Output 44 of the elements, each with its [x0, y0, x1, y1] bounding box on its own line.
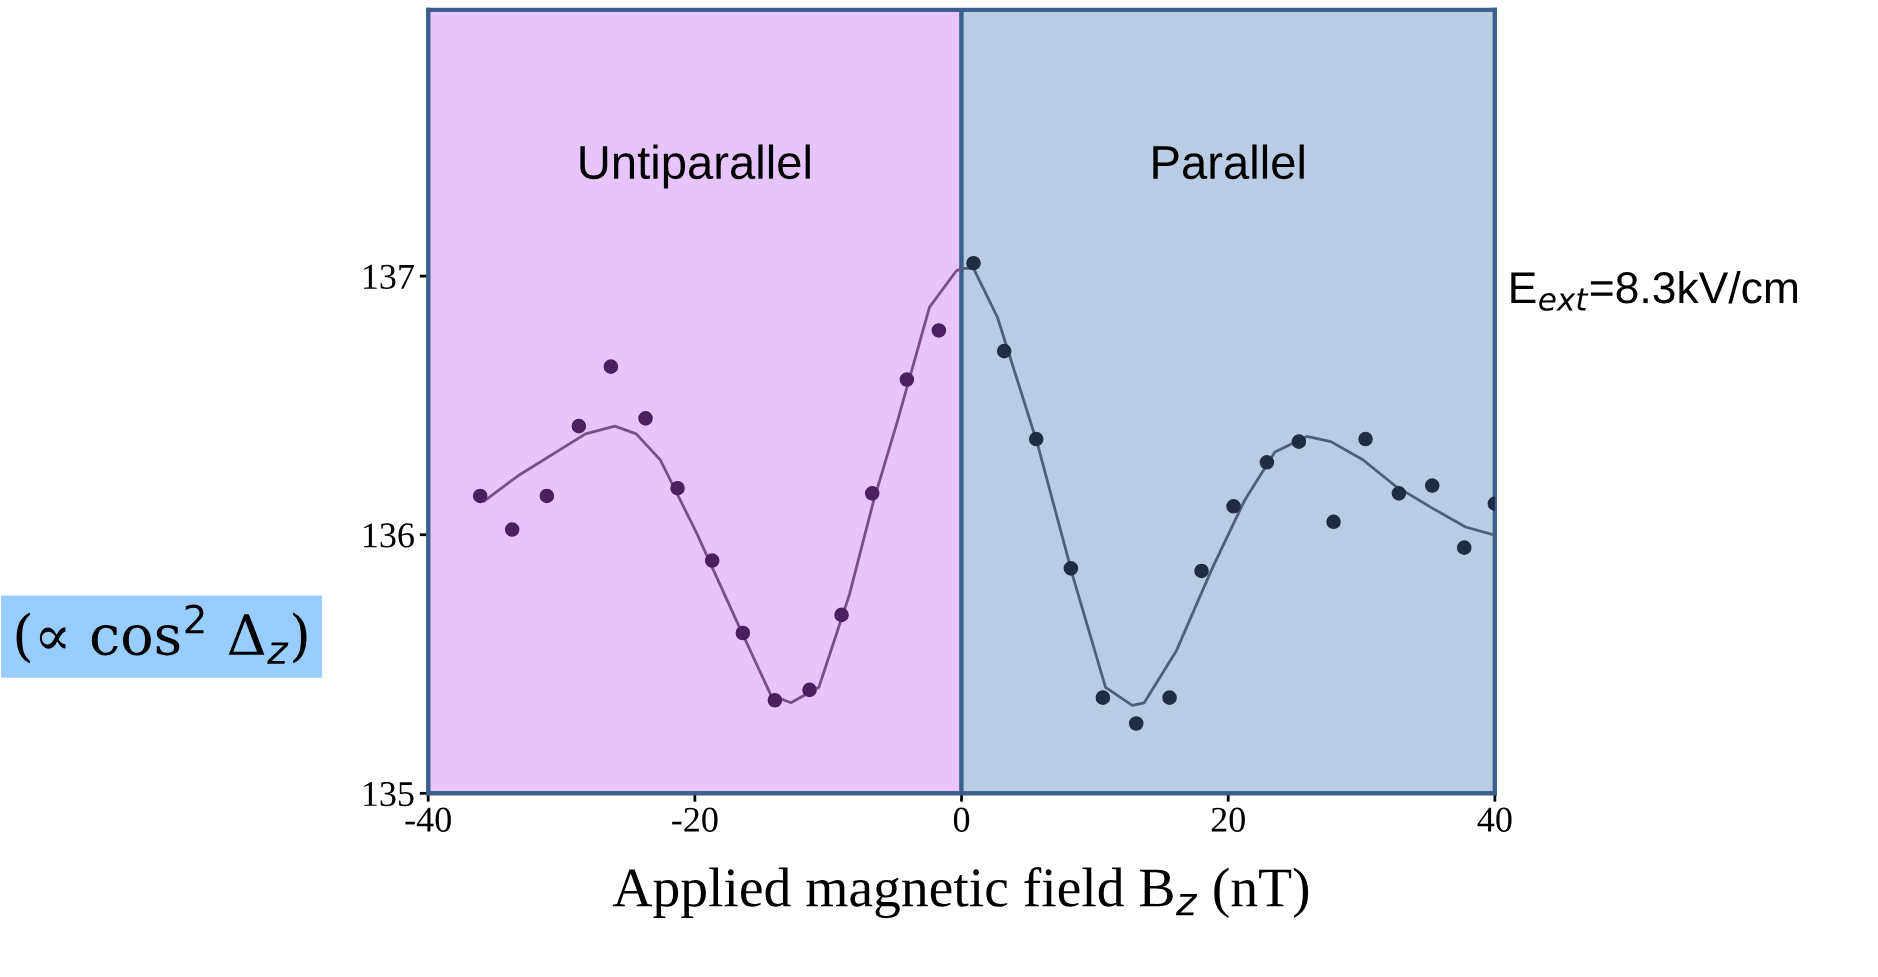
point — [1162, 690, 1177, 705]
point — [966, 255, 981, 271]
point — [638, 411, 653, 426]
point — [1128, 716, 1144, 731]
point — [1456, 540, 1472, 555]
point — [1095, 690, 1111, 705]
y-axis-title: (∝ cos$^{2}$ Δ$_{z}$) — [16, 604, 307, 664]
band-label: Parallel — [1153, 144, 1304, 180]
x-tick-label: -20 — [672, 807, 718, 832]
point — [670, 480, 685, 496]
point — [704, 553, 720, 568]
y-tick-label: 136 — [364, 523, 414, 548]
point — [1391, 486, 1407, 501]
x-tick-label: 40 — [1477, 807, 1512, 832]
y-tick-label: 137 — [364, 264, 414, 290]
point — [1194, 563, 1209, 579]
point — [539, 488, 555, 504]
point — [1226, 498, 1241, 514]
point — [571, 418, 587, 434]
point — [472, 488, 488, 504]
point — [1063, 561, 1079, 576]
point — [834, 607, 849, 623]
point — [802, 682, 817, 698]
y-tick-label: 135 — [364, 781, 414, 807]
point — [1424, 478, 1440, 493]
point — [735, 625, 751, 641]
band-label: Untiparallel — [580, 144, 810, 189]
point — [767, 692, 783, 708]
point — [1358, 431, 1373, 447]
x-tick-label: 20 — [1211, 807, 1245, 832]
point — [899, 372, 915, 387]
x-tick-label: 0 — [953, 807, 970, 832]
point — [504, 522, 520, 537]
point — [864, 486, 880, 501]
point — [1326, 514, 1341, 530]
point — [1291, 434, 1307, 449]
text: E$_{ext}$=8.3kV/cm — [1511, 270, 1797, 311]
point — [1259, 455, 1275, 470]
point — [996, 343, 1012, 359]
point — [1028, 431, 1044, 447]
point — [931, 323, 947, 338]
x-tick-label: -40 — [405, 807, 451, 832]
point — [603, 359, 619, 374]
x-axis-title: Applied magnetic field B$_{z}$ (nT) — [612, 867, 1309, 919]
